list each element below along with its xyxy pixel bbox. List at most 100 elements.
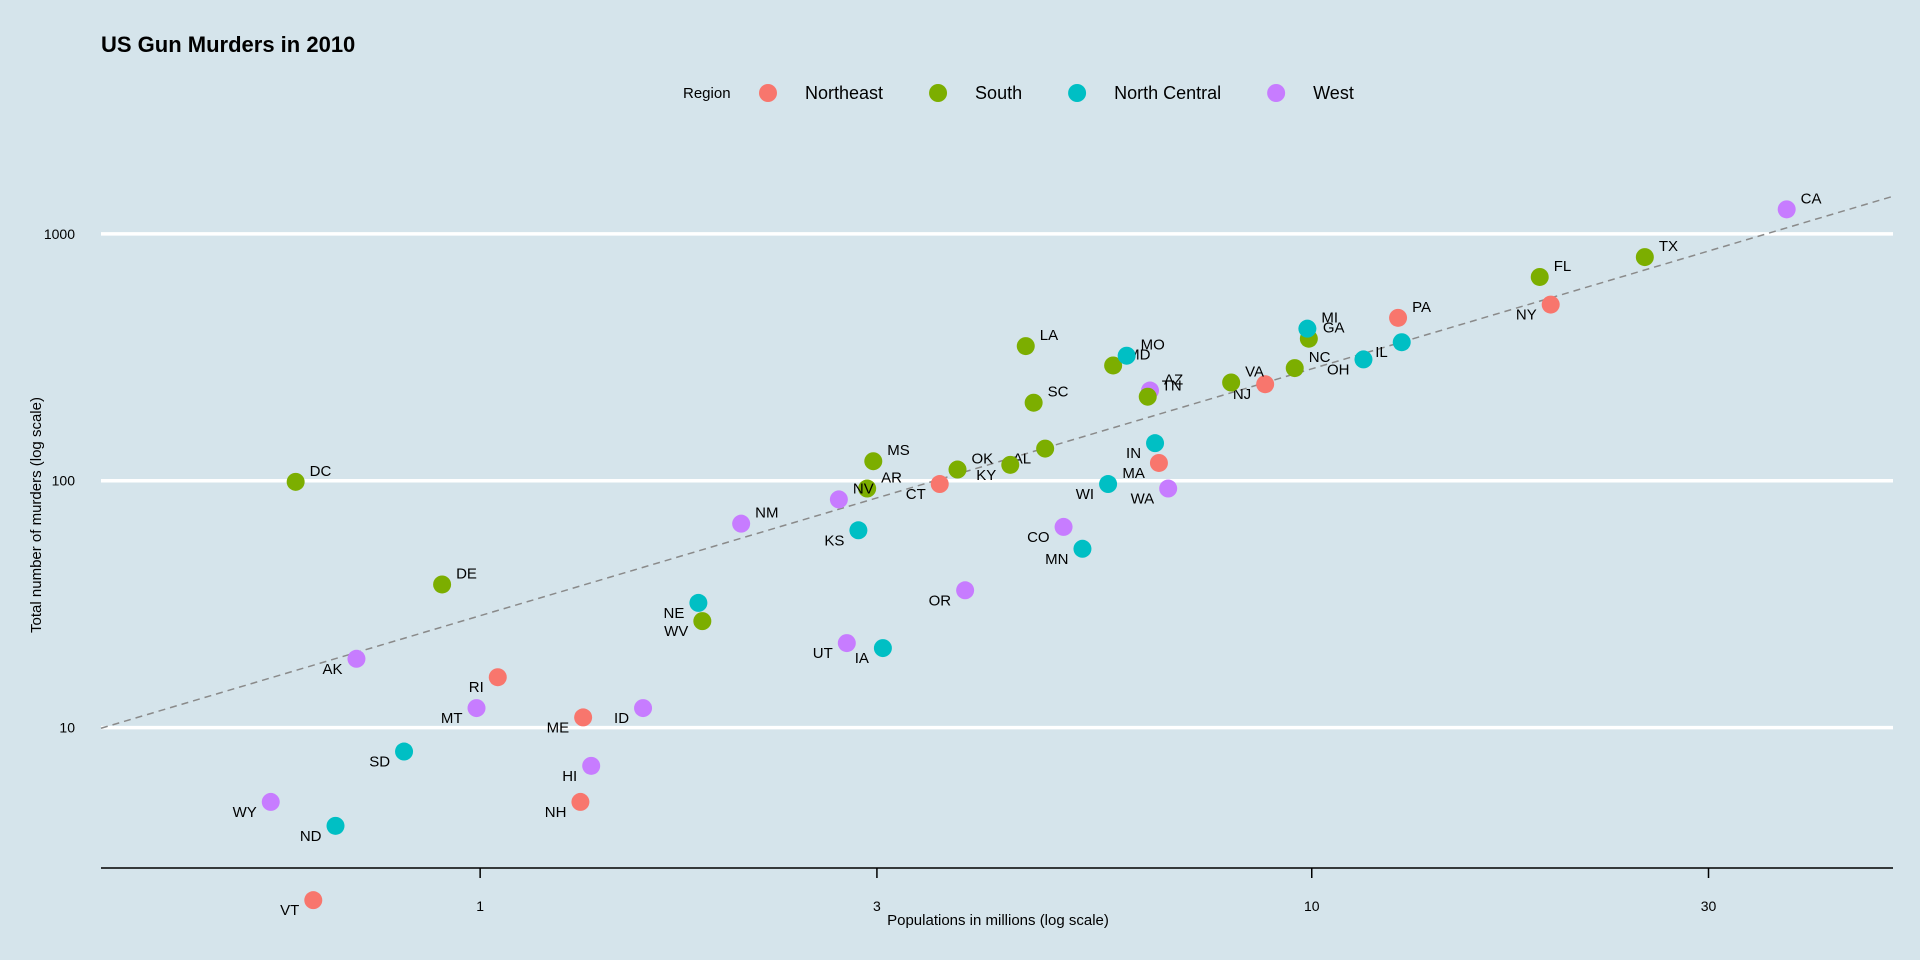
legend-title: Region xyxy=(683,85,731,102)
point-label-ia: IA xyxy=(855,650,869,667)
point-label-nj: NJ xyxy=(1233,386,1251,403)
legend-label-northeast: Northeast xyxy=(805,83,883,103)
y-tick-label-100: 100 xyxy=(52,473,76,489)
point-label-sd: SD xyxy=(369,754,390,771)
point-nj xyxy=(1256,375,1275,394)
legend-key-west xyxy=(1267,84,1286,102)
point-label-id: ID xyxy=(614,710,629,727)
point-label-mo: MO xyxy=(1141,337,1165,354)
point-ne xyxy=(689,593,708,612)
x-tick-label-3: 3 xyxy=(873,898,881,914)
point-nc xyxy=(1285,359,1304,378)
point-label-de: DE xyxy=(456,565,477,582)
y-tick-label-1000: 1000 xyxy=(44,226,75,242)
point-vt xyxy=(304,891,323,910)
point-label-ga: GA xyxy=(1323,320,1345,337)
point-ca xyxy=(1777,200,1796,219)
point-label-nd: ND xyxy=(300,828,322,845)
point-label-va: VA xyxy=(1245,363,1264,380)
point-label-ok: OK xyxy=(972,451,994,468)
point-wi xyxy=(1099,475,1118,494)
point-va xyxy=(1222,373,1241,392)
point-label-ar: AR xyxy=(881,470,902,487)
y-tick-label-10: 10 xyxy=(59,720,75,736)
legend: Region Northeast South North Central West xyxy=(683,83,1354,103)
point-label-co: CO xyxy=(1027,529,1050,546)
x-tick-label-1: 1 xyxy=(476,898,484,914)
point-label-or: OR xyxy=(929,592,952,609)
reference-line xyxy=(100,195,1894,729)
point-label-mi: MI xyxy=(1321,310,1338,327)
point-ok xyxy=(948,460,967,479)
point-label-wy: WY xyxy=(233,804,257,821)
point-label-hi: HI xyxy=(562,768,577,785)
legend-label-west: West xyxy=(1313,83,1354,103)
reference-line-dashed xyxy=(100,195,1894,729)
legend-label-north-central: North Central xyxy=(1114,83,1221,103)
point-ri xyxy=(488,668,507,687)
point-nm xyxy=(732,514,751,533)
point-label-nh: NH xyxy=(545,804,567,821)
point-dc xyxy=(286,472,305,491)
point-me xyxy=(574,708,593,727)
point-ks xyxy=(849,521,868,540)
point-label-ny: NY xyxy=(1516,307,1537,324)
x-axis-title: Populations in millions (log scale) xyxy=(887,912,1109,929)
point-label-la: LA xyxy=(1040,327,1058,344)
point-il xyxy=(1392,333,1411,352)
point-mn xyxy=(1073,539,1092,558)
point-label-ak: AK xyxy=(322,661,342,678)
point-label-az: AZ xyxy=(1164,372,1183,389)
point-md xyxy=(1104,356,1123,375)
y-axis-title: Total number of murders (log scale) xyxy=(28,397,45,633)
point-oh xyxy=(1354,350,1373,369)
point-label-wa: WA xyxy=(1131,491,1155,508)
point-label-sc: SC xyxy=(1048,384,1069,401)
legend-label-south: South xyxy=(975,83,1022,103)
point-label-me: ME xyxy=(547,719,570,736)
point-ma xyxy=(1149,453,1168,472)
point-sc xyxy=(1024,393,1043,412)
point-label-ks: KS xyxy=(824,532,844,549)
point-mo xyxy=(1117,346,1136,365)
point-label-fl: FL xyxy=(1554,258,1572,275)
point-ia xyxy=(873,639,892,658)
point-label-in: IN xyxy=(1126,445,1141,462)
point-ny xyxy=(1541,295,1560,314)
point-label-ut: UT xyxy=(813,645,833,662)
point-al xyxy=(1036,439,1055,458)
point-label-ma: MA xyxy=(1122,465,1145,482)
point-label-ky: KY xyxy=(976,467,996,484)
point-de xyxy=(433,575,452,594)
point-wa xyxy=(1159,479,1178,498)
point-id xyxy=(634,699,653,718)
point-ut xyxy=(837,634,856,653)
legend-key-south xyxy=(929,84,948,102)
point-or xyxy=(956,581,975,600)
point-label-mt: MT xyxy=(441,710,463,727)
point-ms xyxy=(864,452,883,471)
point-wy xyxy=(261,792,280,811)
point-label-ri: RI xyxy=(469,679,484,696)
legend-key-northeast xyxy=(759,84,777,102)
point-label-dc: DC xyxy=(310,463,332,480)
point-label-tx: TX xyxy=(1659,238,1678,255)
point-ct xyxy=(930,475,949,494)
legend-key-north-central xyxy=(1068,84,1087,102)
axes: 1 3 10 30 xyxy=(101,867,1893,914)
point-co xyxy=(1054,517,1073,536)
point-wv xyxy=(693,612,712,631)
point-label-pa: PA xyxy=(1412,299,1431,316)
point-tn xyxy=(1138,387,1157,406)
point-in xyxy=(1146,434,1165,453)
point-pa xyxy=(1389,308,1408,327)
grid-lines: 10 100 1000 xyxy=(44,226,1893,736)
data-points: ALAKAZARCACOCTDEDCFLGAHIIDILINIAKSKYLAME… xyxy=(233,190,1822,919)
point-label-tn: TN xyxy=(1162,378,1182,395)
point-label-nc: NC xyxy=(1309,349,1331,366)
point-ar xyxy=(858,479,877,498)
point-label-mn: MN xyxy=(1045,551,1068,568)
point-mi xyxy=(1298,319,1317,338)
point-ak xyxy=(347,649,366,668)
